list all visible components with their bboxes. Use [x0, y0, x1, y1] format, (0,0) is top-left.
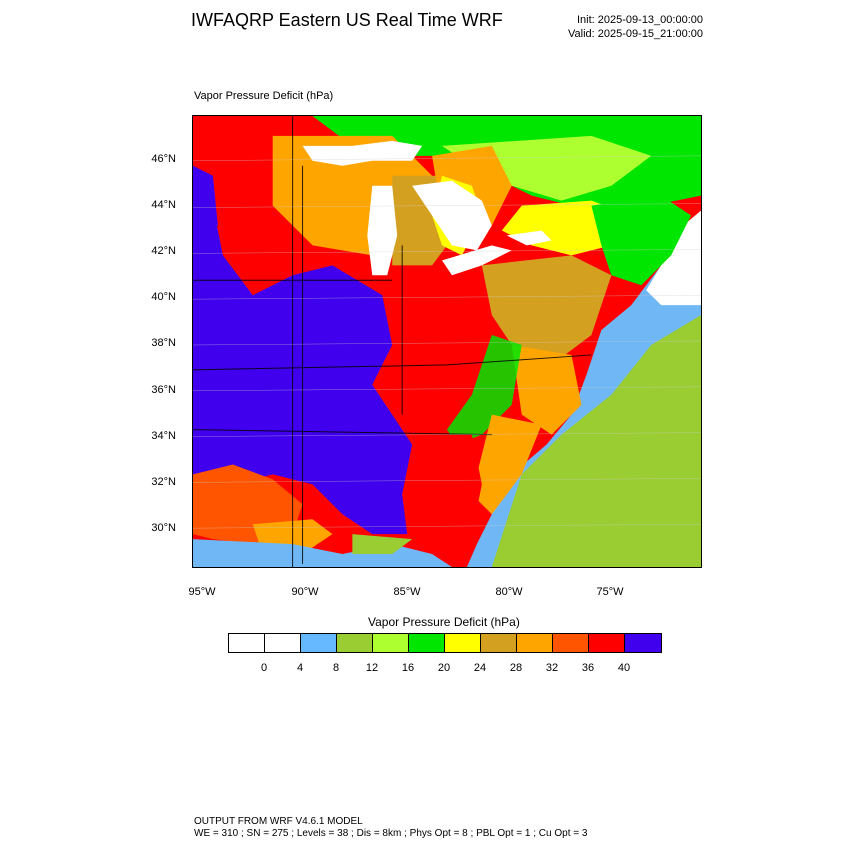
latitude-label: 36°N: [151, 383, 176, 396]
colorbar-swatch: [301, 634, 337, 652]
lake-huron: [412, 180, 492, 251]
colorbar-swatch: [589, 634, 625, 652]
colorbar-tick-label: 12: [365, 662, 379, 674]
lake-ontario: [506, 230, 552, 246]
timestamp-block: Init: 2025-09-13_00:00:00 Valid: 2025-09…: [568, 13, 703, 41]
colorbar-tick-label: 32: [545, 662, 559, 674]
colorbar-swatch: [625, 634, 661, 652]
model-info-line2: WE = 310 ; SN = 275 ; Levels = 38 ; Dis …: [194, 828, 588, 839]
colorbar-tick-label: 20: [437, 662, 451, 674]
longitude-label: 90°W: [291, 586, 319, 598]
colorbar-tick-label: 0: [260, 662, 268, 674]
latitude-label: 38°N: [151, 337, 176, 350]
latitude-label: 40°N: [151, 291, 176, 304]
page-title: IWFAQRP Eastern US Real Time WRF: [191, 10, 503, 30]
colorbar-tick-label: 36: [581, 662, 595, 674]
colorbar-swatch: [553, 634, 589, 652]
lake-erie: [442, 245, 512, 276]
colorbar: [228, 633, 662, 653]
colorbar-swatch: [481, 634, 517, 652]
latitude-label: 34°N: [151, 429, 176, 442]
colorbar-title: Vapor Pressure Deficit (hPa): [368, 615, 520, 629]
longitude-label: 75°W: [596, 586, 624, 598]
colorbar-tick-label: 24: [473, 662, 487, 674]
model-info-line1: OUTPUT FROM WRF V4.6.1 MODEL: [194, 816, 363, 827]
colorbar-swatch: [373, 634, 409, 652]
latitude-label: 44°N: [151, 199, 176, 212]
longitude-label: 85°W: [393, 586, 421, 598]
colorbar-tick-label: 8: [332, 662, 340, 674]
init-time: Init: 2025-09-13_00:00:00: [577, 14, 703, 26]
latitude-label: 32°N: [151, 475, 176, 488]
latitude-label: 30°N: [151, 521, 176, 534]
variable-label: Vapor Pressure Deficit (hPa): [194, 90, 334, 102]
colorbar-tick-label: 28: [509, 662, 523, 674]
colorbar-swatch: [337, 634, 373, 652]
colorbar-swatch: [409, 634, 445, 652]
colorbar-tick-label: 40: [617, 662, 631, 674]
colorbar-swatch: [229, 634, 265, 652]
latitude-label: 42°N: [151, 245, 176, 258]
lake-michigan: [367, 185, 398, 276]
colorbar-swatch: [265, 634, 301, 652]
colorbar-tick-label: 4: [296, 662, 304, 674]
colorbar-swatch: [517, 634, 553, 652]
longitude-label: 95°W: [188, 586, 216, 598]
colorbar-swatch: [445, 634, 481, 652]
longitude-label: 80°W: [495, 586, 523, 598]
valid-time: Valid: 2025-09-15_21:00:00: [568, 28, 703, 40]
colorbar-tick-label: 16: [401, 662, 415, 674]
latitude-label: 46°N: [151, 153, 176, 165]
vpd-map: [193, 116, 701, 567]
map-panel: [192, 115, 702, 568]
